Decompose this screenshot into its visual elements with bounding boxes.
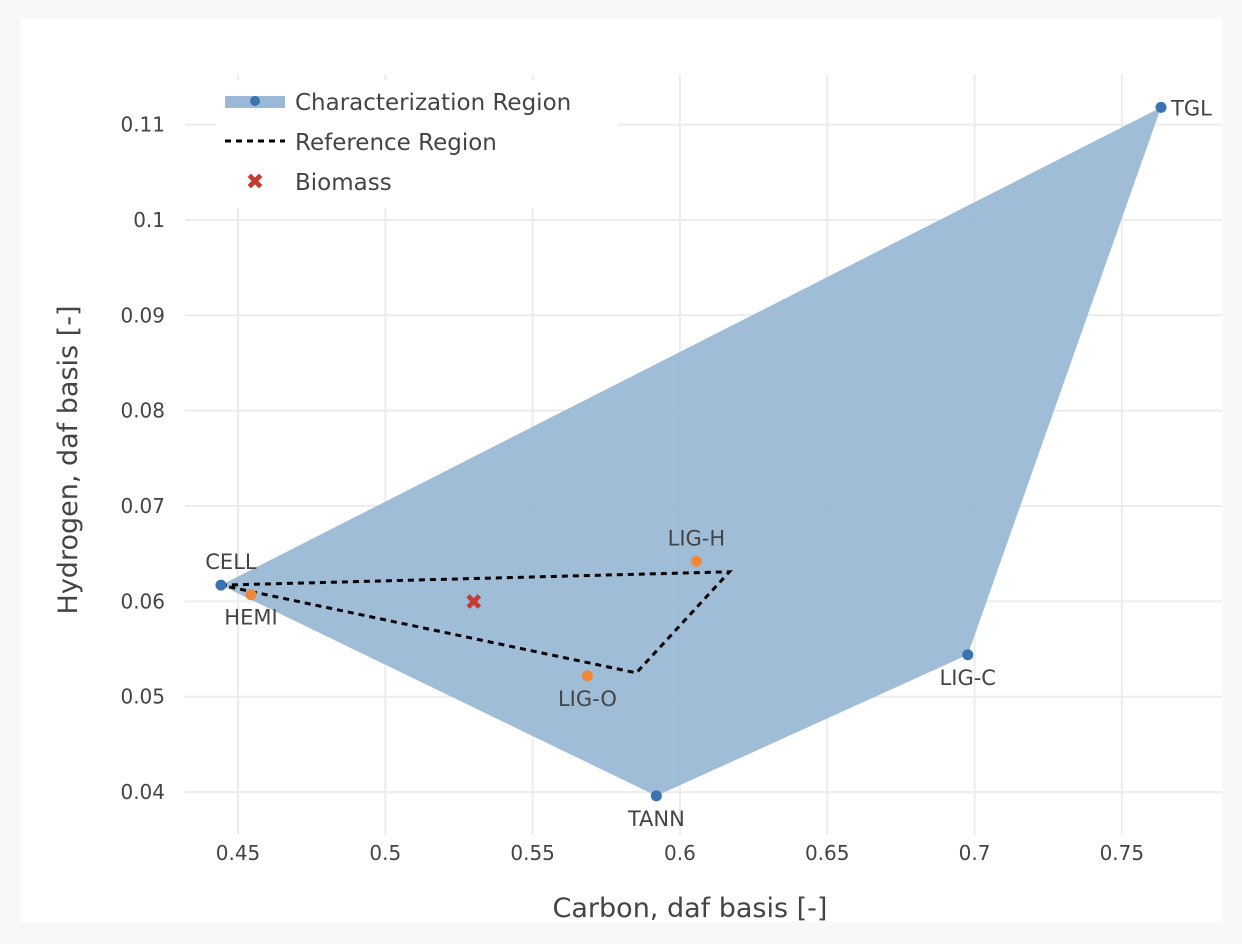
legend-label-biomass[interactable]: Biomass	[295, 170, 392, 196]
y-tick-label: 0.05	[120, 685, 165, 709]
reference-region-line	[220, 570, 733, 675]
reference-point	[690, 555, 702, 567]
point-label: CELL	[205, 550, 257, 574]
point-label: TGL	[1170, 96, 1212, 120]
reference-point	[245, 589, 257, 601]
legend: Characterization Region Reference Region…	[216, 80, 618, 208]
x-tick-label: 0.5	[369, 841, 401, 865]
legend-label-reference[interactable]: Reference Region	[295, 130, 497, 156]
point-label: HEMI	[224, 606, 277, 630]
y-tick-label: 0.06	[120, 589, 165, 613]
y-tick-label: 0.1	[133, 208, 165, 232]
y-axis-label: Hydrogen, daf basis [-]	[53, 306, 84, 615]
x-tick-label: 0.65	[805, 841, 850, 865]
x-tick-label: 0.75	[1100, 841, 1145, 865]
point-label: LIG-C	[940, 666, 996, 690]
y-tick-label: 0.07	[120, 494, 165, 518]
legend-marker-biomass: ✖	[246, 170, 264, 195]
characterization-point	[962, 649, 974, 661]
characterization-point	[1155, 101, 1167, 113]
x-tick-label: 0.6	[664, 841, 696, 865]
x-axis-label: Carbon, daf basis [-]	[553, 893, 828, 924]
x-tick-label: 0.55	[510, 841, 555, 865]
y-tick-label: 0.11	[120, 113, 165, 137]
biomass-marker: ✖	[464, 590, 482, 615]
y-tick-label: 0.04	[120, 780, 165, 804]
characterization-point	[215, 579, 227, 591]
legend-marker-characterization	[250, 96, 260, 106]
characterization-point	[650, 790, 662, 802]
point-label: LIG-H	[668, 526, 726, 550]
point-label: TANN	[627, 807, 685, 831]
y-tick-label: 0.08	[120, 399, 165, 423]
y-tick-label: 0.09	[120, 303, 165, 327]
point-label: LIG-O	[558, 687, 617, 711]
x-tick-label: 0.45	[216, 841, 261, 865]
characterization-region-area	[220, 107, 1162, 796]
reference-point	[581, 670, 593, 682]
x-tick-label: 0.7	[959, 841, 991, 865]
legend-label-characterization[interactable]: Characterization Region	[295, 90, 571, 116]
